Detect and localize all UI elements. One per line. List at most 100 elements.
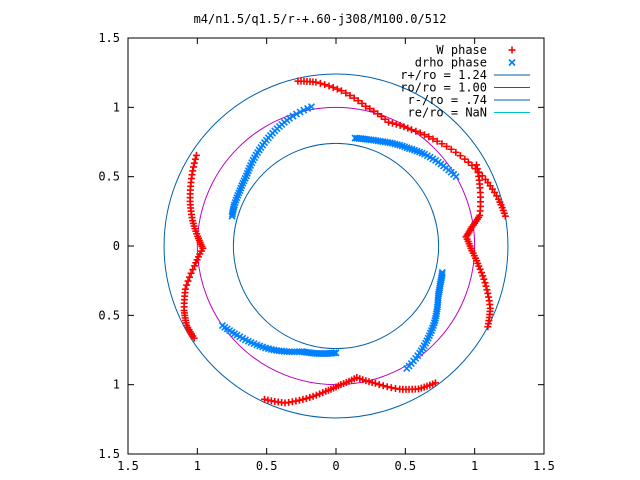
data-point [420,131,428,139]
axes: 1.5 1 0.5 0 0.5 1 1.51.510.500.511.5 [98,31,555,473]
data-point [300,106,308,114]
data-point [388,119,396,127]
data-point [416,129,424,137]
legend-label: drho phase [415,56,487,70]
data-point [374,110,382,118]
data-point [312,391,320,399]
data-point [429,135,437,143]
chart-title: m4/n1.5/q1.5/r-+.60-j308/M100.0/512 [194,12,447,26]
data-point [456,152,464,160]
data-point [483,286,491,294]
data-point [189,266,197,274]
data-point [184,277,192,285]
data-point [307,103,316,111]
reference-circle [163,73,509,419]
data-point [387,384,395,392]
data-point [228,210,236,218]
data-point [351,134,359,142]
data-point [476,265,484,273]
data-point [187,269,195,277]
data-point [299,395,307,403]
data-point [354,97,362,105]
plot-area [163,73,509,419]
data-point [479,272,487,280]
x-tick-label: 1.5 [117,459,139,473]
data-point [379,382,387,390]
data-point [362,102,370,110]
data-point [316,390,324,398]
data-point [295,396,303,404]
data-point [337,87,345,95]
data-point [484,289,492,297]
y-tick-label: 1.5 [98,31,120,45]
legend-entry: ro/ro = 1.00 [400,81,530,95]
data-point [438,270,446,278]
data-point [192,151,200,159]
x-tick-label: 1 [471,459,478,473]
data-point [366,105,374,113]
data-point [330,349,338,357]
data-point [443,142,451,150]
data-point [306,393,314,401]
data-point [396,121,404,129]
legend-label: W phase [436,43,487,57]
data-point [294,77,302,85]
y-tick-label: 1 [113,378,120,392]
legend-label: r+/ro = 1.24 [400,68,487,82]
data-point [191,155,199,163]
data-point [346,92,354,100]
data-point [289,112,297,120]
data-point [190,334,198,342]
data-point [329,83,337,91]
data-point [333,85,341,93]
data-point [461,155,469,163]
data-point [377,112,385,120]
data-point [433,137,441,145]
x-tick-label: 0 [332,459,339,473]
data-point [408,126,416,134]
x-tick-label: 0.5 [256,459,278,473]
legend-entry: r+/ro = 1.24 [400,68,530,82]
data-point [342,89,350,97]
data-point [371,379,379,387]
data-point [375,381,383,389]
y-tick-label: 1 [113,100,120,114]
data-point [316,79,324,87]
legend-label: re/ro = NaN [408,106,487,120]
data-point [191,262,199,270]
data-point [292,110,301,118]
data-point [431,379,439,387]
data-point [321,81,329,89]
data-point [332,349,340,357]
x-tick-label: 0.5 [394,459,416,473]
series-drho-phase [218,103,460,373]
data-point [228,212,236,220]
data-point [190,159,198,167]
reference-circle [232,142,440,350]
data-point [473,165,481,173]
data-point [438,140,446,148]
data-point [183,281,191,289]
data-point [452,148,460,156]
data-point [325,82,333,90]
data-point [481,279,489,287]
data-point [481,175,489,183]
y-tick-label: 0.5 [98,308,120,322]
data-point [425,133,433,141]
legend-entry: re/ro = NaN [408,106,530,120]
data-point [464,158,472,166]
data-point [447,145,455,153]
legend-label: r-/ro = .74 [408,93,487,107]
legend-entry: r-/ro = .74 [408,93,530,107]
data-point [186,273,194,281]
y-tick-label: 1.5 [98,447,120,461]
x-tick-label: 1 [194,459,201,473]
data-point [353,134,361,142]
data-point [392,120,400,128]
data-point [302,394,310,402]
data-point [404,124,412,132]
data-point [358,99,366,107]
y-tick-label: 0.5 [98,170,120,184]
